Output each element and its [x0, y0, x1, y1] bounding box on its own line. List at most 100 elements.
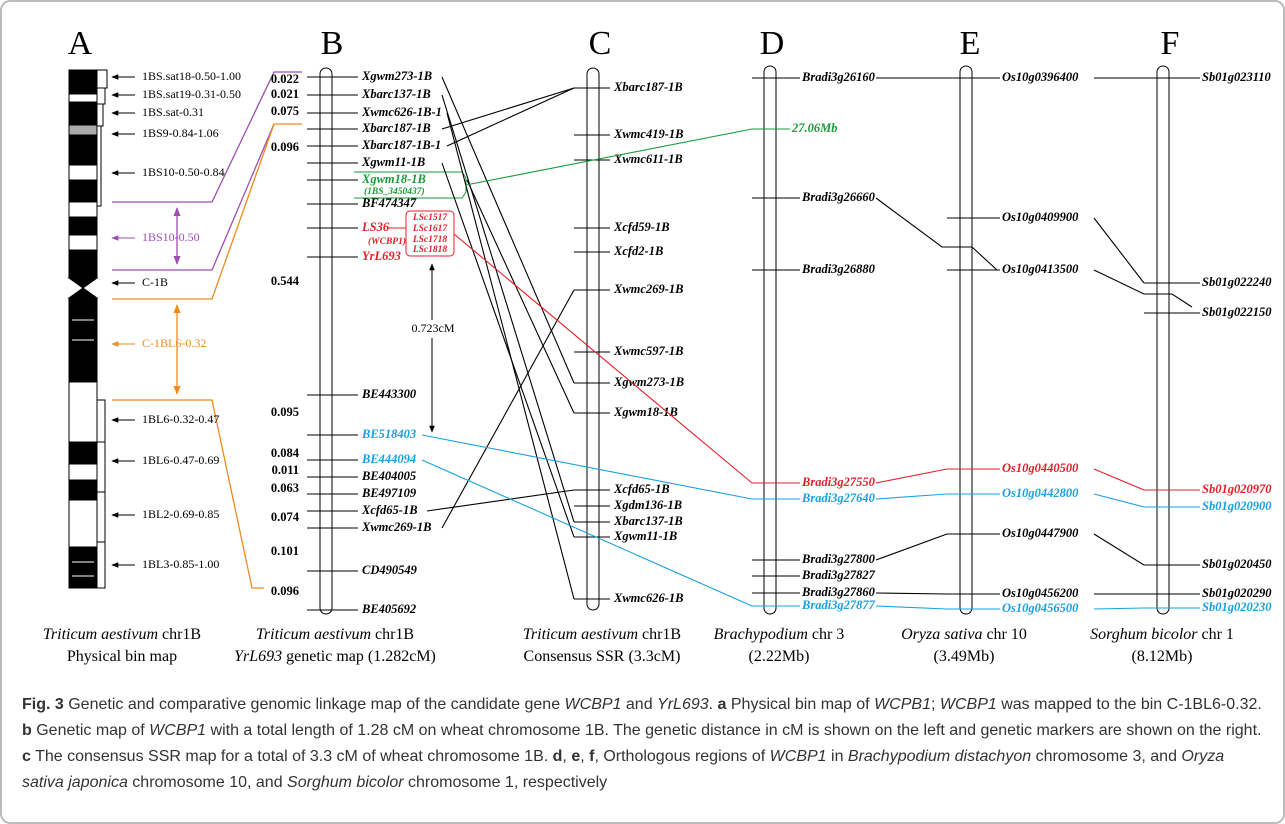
marker-label: Xwmc626-1B-1 [361, 105, 442, 119]
marker-label: Bradi3g27640 [801, 491, 876, 505]
panel-letter: D [760, 25, 785, 62]
caption-text: chromosome 3, and [1031, 748, 1181, 765]
chromosome-f [1157, 66, 1169, 614]
size: (2.22Mb) [749, 648, 810, 665]
caption-text: WCBP1 [565, 696, 622, 713]
marker-label: Bradi3g27550 [801, 475, 876, 489]
connector [427, 490, 574, 511]
marker-label: BE497109 [361, 486, 417, 500]
contig-label: LSc1617 [412, 224, 449, 234]
caption-text: chromosome 1, respectively [404, 774, 608, 791]
bin-label: 1BL3-0.85-1.00 [142, 557, 219, 571]
size: (3.49Mb) [934, 648, 995, 665]
caption-text: with a total length of 1.28 cM on wheat … [206, 722, 1261, 739]
bin-label: 1BL6-0.32-0.47 [142, 412, 219, 426]
marker-label: Bradi3g27877 [801, 598, 876, 612]
distance-label: 0.095 [271, 405, 299, 419]
distance-label: 0.075 [271, 104, 299, 118]
panel-letter: A [68, 25, 93, 62]
marker-label: Xwmc269-1B [613, 282, 683, 296]
caption-text: d [553, 748, 563, 765]
column-caption: Triticum aestivumchr1B [256, 626, 414, 643]
description: genetic map (1.282cM) [286, 648, 436, 665]
marker-label: Bradi3g27827 [801, 568, 876, 582]
figure-caption: Fig. 3 Genetic and comparative genomic l… [22, 692, 1267, 796]
marker-label: Xbarc187-1B-1 [361, 138, 441, 152]
connector [876, 198, 997, 270]
connector [876, 606, 947, 609]
caption-text: b [22, 722, 32, 739]
chromosome: chr1B [375, 626, 414, 643]
marker-label: Bradi3g26160 [801, 70, 876, 84]
connector [454, 234, 752, 483]
panel-letter: C [589, 25, 612, 62]
marker-label: Xwmc597-1B [613, 344, 683, 358]
species: Triticum aestivum [523, 626, 638, 643]
caption-text: Fig. 3 [22, 696, 64, 713]
caption-text: and [621, 696, 657, 713]
caption-text: Genetic and comparative genomic linkage … [64, 696, 565, 713]
chromosome: chr1B [642, 626, 681, 643]
gene-label: (WCBP1) [368, 236, 406, 247]
connector [442, 163, 574, 537]
connector [876, 494, 947, 499]
marker-label: Sb01g022240 [1202, 275, 1272, 289]
distance-label: 0.544 [271, 274, 300, 288]
distance-label: 0.074 [271, 510, 300, 524]
column-caption: Oryza sativachr 10 [901, 626, 1027, 643]
marker-label: Os10g0456500 [1002, 601, 1079, 615]
chromosome: chr 3 [812, 626, 844, 643]
distance-label: 0.022 [271, 72, 299, 86]
marker-label: Sb01g023110 [1202, 70, 1272, 84]
marker-label: Os10g0413500 [1002, 262, 1079, 276]
marker-label: Xbarc137-1B [613, 514, 683, 528]
chromosome: chr 1 [1201, 626, 1233, 643]
column-caption: Consensus SSR (3.3cM) [524, 648, 681, 665]
marker-label: BF474347 [361, 196, 417, 210]
marker-label: Xgwm273-1B [361, 69, 432, 83]
caption-text: e [571, 748, 580, 765]
description: Consensus SSR (3.3cM) [524, 648, 681, 665]
distance-label: 0.096 [271, 584, 299, 598]
marker-label: LS36 [361, 220, 390, 234]
bin-label: 1BS9-0.84-1.06 [142, 126, 219, 140]
marker-label: BE405692 [361, 602, 416, 616]
marker-label: Bradi3g26660 [801, 190, 876, 204]
marker-label: Os10g0447900 [1002, 526, 1079, 540]
distance-label: 0.096 [271, 140, 299, 154]
distance-label: 0.084 [271, 446, 300, 460]
marker-label: Xwmc419-1B [613, 127, 683, 141]
marker-label: Bradi3g26880 [801, 262, 876, 276]
chromosome: chr 10 [986, 626, 1026, 643]
distance-label: 0.101 [271, 544, 299, 558]
marker-label: Xgwm273-1B [613, 375, 684, 389]
connector [1094, 494, 1144, 507]
caption-text: was mapped to the bin C-1BL6-0.32. [997, 696, 1262, 713]
bin-label: C-1BL6-0.32 [142, 336, 206, 350]
connector [447, 88, 574, 146]
marker-label: Xgwm11-1B [361, 155, 425, 169]
caption-text: Sorghum bicolor [287, 774, 404, 791]
caption-text: Physical bin map of [726, 696, 874, 713]
connector [1094, 469, 1144, 490]
bin-label: 1BL6-0.47-0.69 [142, 453, 219, 467]
column-caption: Sorghum bicolorchr 1 [1090, 626, 1234, 643]
panel-letter: E [960, 25, 981, 62]
marker-label: Os10g0409900 [1002, 210, 1079, 224]
column-caption: Triticum aestivumchr1B [43, 626, 201, 643]
marker-label: Sb01g020450 [1202, 557, 1272, 571]
marker-label: Xgwm11-1B [613, 529, 677, 543]
interval-label: 0.723cM [412, 321, 455, 335]
caption-text: , Orthologous regions of [594, 748, 769, 765]
marker-label: Os10g0442800 [1002, 486, 1079, 500]
caption-text: , [580, 748, 589, 765]
species: Sorghum bicolor [1090, 626, 1198, 643]
caption-text: WCPB1 [874, 696, 931, 713]
marker-label: Xwmc269-1B [361, 520, 431, 534]
caption-text: ; [931, 696, 940, 713]
marker-label: Sb01g022150 [1202, 305, 1272, 319]
distance-label: 0.063 [271, 481, 299, 495]
chromosome-b [320, 68, 332, 614]
